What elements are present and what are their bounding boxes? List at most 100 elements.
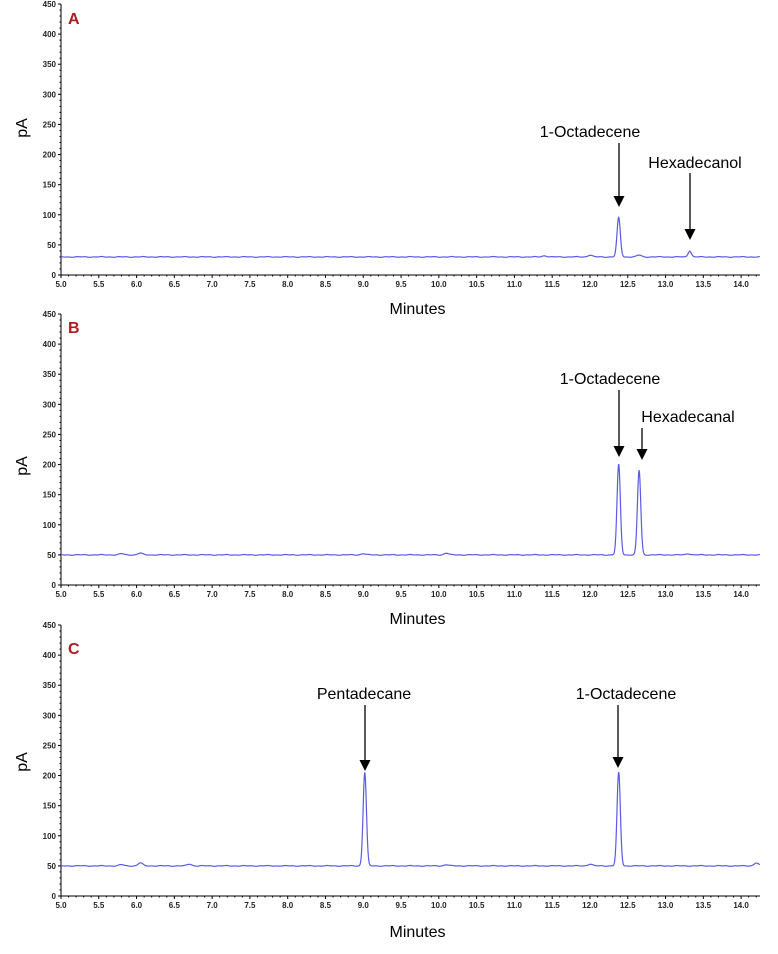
peak-point bbox=[618, 217, 620, 219]
x-axis-title: Minutes bbox=[389, 301, 445, 318]
x-tick-label: 11.0 bbox=[507, 590, 523, 599]
x-tick-label: 10.0 bbox=[431, 590, 447, 599]
arrow-head-icon bbox=[613, 196, 625, 207]
arrow-head-icon bbox=[684, 229, 696, 240]
x-tick-label: 7.5 bbox=[244, 280, 256, 289]
x-tick-label: 7.0 bbox=[207, 590, 219, 599]
peak-label: Hexadecanal bbox=[641, 409, 734, 426]
chart-panel-c: 0 50 100 150 200 250 300 350 400 450 5.0 5.5 6.0 6.5 7… bbox=[14, 621, 761, 941]
panel-label: C bbox=[68, 641, 80, 658]
y-tick-label: 150 bbox=[43, 181, 57, 190]
x-tick-label: 5.0 bbox=[55, 901, 67, 910]
y-tick-label: 250 bbox=[43, 430, 57, 439]
peak-point bbox=[618, 464, 620, 466]
peak-point bbox=[364, 772, 366, 774]
x-tick-label: 6.5 bbox=[169, 901, 181, 910]
x-tick-label: 8.0 bbox=[282, 901, 294, 910]
x-tick-label: 11.0 bbox=[507, 280, 523, 289]
y-tick-label: 450 bbox=[43, 0, 57, 9]
x-tick-label: 11.5 bbox=[545, 590, 561, 599]
y-tick-label: 200 bbox=[43, 151, 57, 160]
y-tick-label: 200 bbox=[43, 461, 57, 470]
y-tick-label: 200 bbox=[43, 772, 57, 781]
x-tick-label: 8.5 bbox=[320, 280, 332, 289]
y-tick-label: 50 bbox=[47, 862, 56, 871]
chromatogram-trace bbox=[60, 464, 760, 556]
y-tick-label: 100 bbox=[43, 211, 57, 220]
x-tick-label: 11.5 bbox=[545, 280, 561, 289]
x-tick-label: 9.0 bbox=[358, 901, 370, 910]
arrow-head-icon bbox=[612, 757, 624, 768]
arrow-head-icon bbox=[636, 449, 648, 460]
y-tick-label: 400 bbox=[43, 340, 57, 349]
y-tick-label: 350 bbox=[43, 370, 57, 379]
x-tick-label: 12.0 bbox=[582, 901, 598, 910]
x-tick-label: 13.5 bbox=[696, 590, 712, 599]
x-tick-label: 14.0 bbox=[733, 590, 749, 599]
y-tick-label: 0 bbox=[52, 581, 57, 590]
y-tick-label: 100 bbox=[43, 521, 57, 530]
x-tick-label: 5.0 bbox=[55, 280, 67, 289]
x-tick-label: 10.0 bbox=[431, 901, 447, 910]
x-tick-label: 7.0 bbox=[207, 901, 219, 910]
x-tick-label: 8.5 bbox=[320, 590, 332, 599]
chromatogram-trace bbox=[60, 215, 760, 258]
x-tick-label: 7.0 bbox=[207, 280, 219, 289]
y-tick-label: 0 bbox=[52, 271, 57, 280]
panel-label: B bbox=[68, 320, 80, 337]
peak-point bbox=[638, 470, 640, 472]
y-tick-label: 400 bbox=[43, 651, 57, 660]
x-tick-label: 8.0 bbox=[282, 590, 294, 599]
panel-label: A bbox=[68, 11, 80, 28]
chart-panel-b: 0 50 100 150 200 250 300 350 400 450 5.0 5.5 6.0 6.5 7… bbox=[14, 310, 760, 628]
chromatogram-trace bbox=[60, 772, 761, 867]
peak-label: 1-Octadecene bbox=[560, 371, 661, 388]
y-axis-title: pA bbox=[14, 118, 31, 138]
x-axis-title: Minutes bbox=[389, 611, 445, 628]
y-tick-label: 250 bbox=[43, 120, 57, 129]
x-tick-label: 5.5 bbox=[93, 280, 105, 289]
x-tick-label: 9.0 bbox=[358, 590, 370, 599]
y-tick-label: 400 bbox=[43, 30, 57, 39]
x-tick-label: 12.5 bbox=[620, 590, 636, 599]
x-tick-label: 10.5 bbox=[469, 280, 485, 289]
x-tick-label: 11.5 bbox=[545, 901, 561, 910]
y-tick-label: 250 bbox=[43, 741, 57, 750]
x-tick-label: 9.5 bbox=[395, 590, 407, 599]
chart-panel-a: 0 50 100 150 200 250 300 350 400 450 5.0 5.5 6.0 6.5 7… bbox=[14, 0, 760, 318]
x-tick-label: 5.5 bbox=[93, 590, 105, 599]
x-axis-title: Minutes bbox=[389, 924, 445, 941]
x-tick-label: 13.0 bbox=[658, 280, 674, 289]
x-tick-label: 5.5 bbox=[93, 901, 105, 910]
arrow-head-icon bbox=[359, 760, 371, 771]
x-tick-label: 13.5 bbox=[696, 280, 712, 289]
x-tick-label: 6.0 bbox=[131, 590, 143, 599]
x-tick-label: 13.5 bbox=[696, 901, 712, 910]
y-tick-label: 300 bbox=[43, 400, 57, 409]
y-tick-label: 350 bbox=[43, 681, 57, 690]
peak-label: Hexadecanol bbox=[648, 155, 741, 172]
x-tick-label: 8.5 bbox=[320, 901, 332, 910]
x-tick-label: 5.0 bbox=[55, 590, 67, 599]
x-tick-label: 10.5 bbox=[469, 901, 485, 910]
x-tick-label: 12.5 bbox=[620, 280, 636, 289]
x-tick-label: 13.0 bbox=[658, 901, 674, 910]
peak-label: 1-Octadecene bbox=[540, 124, 641, 141]
x-tick-label: 12.0 bbox=[582, 280, 598, 289]
y-tick-label: 150 bbox=[43, 802, 57, 811]
x-tick-label: 9.5 bbox=[395, 280, 407, 289]
y-axis-title: pA bbox=[14, 456, 31, 476]
arrow-head-icon bbox=[613, 446, 625, 457]
y-axis-title: pA bbox=[14, 752, 31, 772]
peak-label: Pentadecane bbox=[317, 686, 411, 703]
x-tick-label: 9.5 bbox=[395, 901, 407, 910]
y-tick-label: 450 bbox=[43, 310, 57, 319]
x-tick-label: 6.0 bbox=[131, 901, 143, 910]
x-tick-label: 14.0 bbox=[733, 901, 749, 910]
x-tick-label: 10.0 bbox=[431, 280, 447, 289]
x-tick-label: 12.0 bbox=[582, 590, 598, 599]
x-tick-label: 9.0 bbox=[358, 280, 370, 289]
x-tick-label: 6.0 bbox=[131, 280, 143, 289]
y-tick-label: 350 bbox=[43, 60, 57, 69]
